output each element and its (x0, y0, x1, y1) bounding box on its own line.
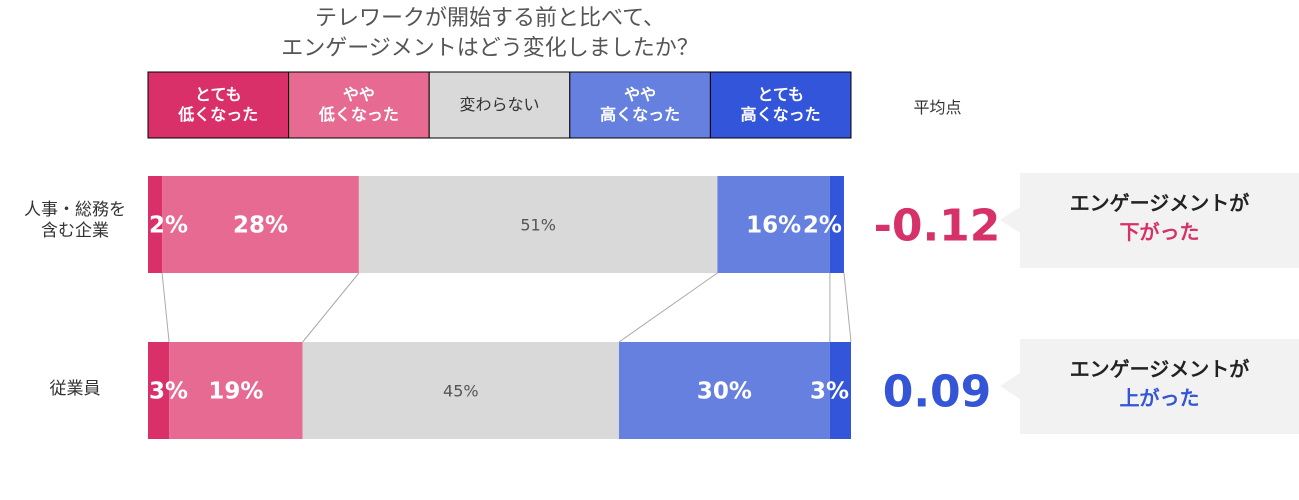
connector (161, 272, 170, 343)
legend-label: 変わらない (459, 95, 540, 114)
callout-box (1000, 339, 1299, 434)
legend-label: とても 高くなった (740, 85, 821, 124)
data-label: 45% (443, 382, 479, 401)
callout-text: エンゲージメントが (1069, 357, 1250, 381)
data-label: 51% (520, 216, 556, 235)
bar-segment (302, 342, 620, 439)
legend-swatch (569, 71, 711, 139)
data-label: 19% (208, 379, 263, 405)
legend-swatch (709, 71, 852, 139)
bar-segment (148, 342, 170, 439)
callout-box (1000, 173, 1299, 268)
bar-segment (829, 342, 851, 439)
bar-segment (717, 176, 830, 273)
category-label: 人事・総務を 含む企業 (24, 199, 126, 241)
legend-label: とても 低くなった (178, 85, 259, 124)
bar-segment (148, 176, 163, 273)
bar-segment (829, 176, 844, 273)
callout-highlight: 下がった (1119, 220, 1200, 244)
bar-segment (162, 176, 359, 273)
data-label: 2% (803, 213, 842, 239)
connector (302, 272, 360, 343)
chart-title: テレワークが開始する前と比べて、 エンゲージメントはどう変化しましたか？ (281, 6, 699, 61)
average-header: 平均点 (913, 98, 962, 117)
callout-text: エンゲージメントが (1069, 191, 1250, 215)
legend-swatch (147, 71, 290, 139)
legend-swatch (428, 71, 571, 139)
average-value: 0.09 (883, 367, 992, 418)
bar-segment (169, 342, 303, 439)
legend-label: やや 低くなった (318, 85, 399, 124)
bar-segment (619, 342, 830, 439)
data-label: 16% (746, 213, 801, 239)
connector (843, 272, 852, 343)
connector (618, 272, 718, 343)
data-label: 30% (697, 379, 752, 405)
data-label: 3% (810, 379, 849, 405)
legend-label: やや 高くなった (600, 85, 681, 124)
data-label: 3% (149, 379, 188, 405)
legend-swatch (288, 71, 430, 139)
data-label: 2% (149, 213, 188, 239)
callout-highlight: 上がった (1119, 386, 1200, 410)
data-label: 28% (233, 213, 288, 239)
average-value: -0.12 (874, 201, 1001, 252)
category-label: 従業員 (49, 378, 101, 399)
bar-segment (358, 176, 718, 273)
